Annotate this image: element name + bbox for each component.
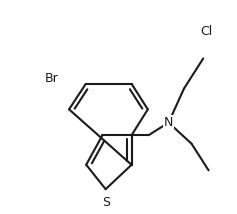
Text: Cl: Cl bbox=[201, 25, 213, 37]
Text: S: S bbox=[102, 196, 110, 208]
Text: N: N bbox=[164, 116, 173, 129]
Text: Br: Br bbox=[45, 73, 58, 85]
